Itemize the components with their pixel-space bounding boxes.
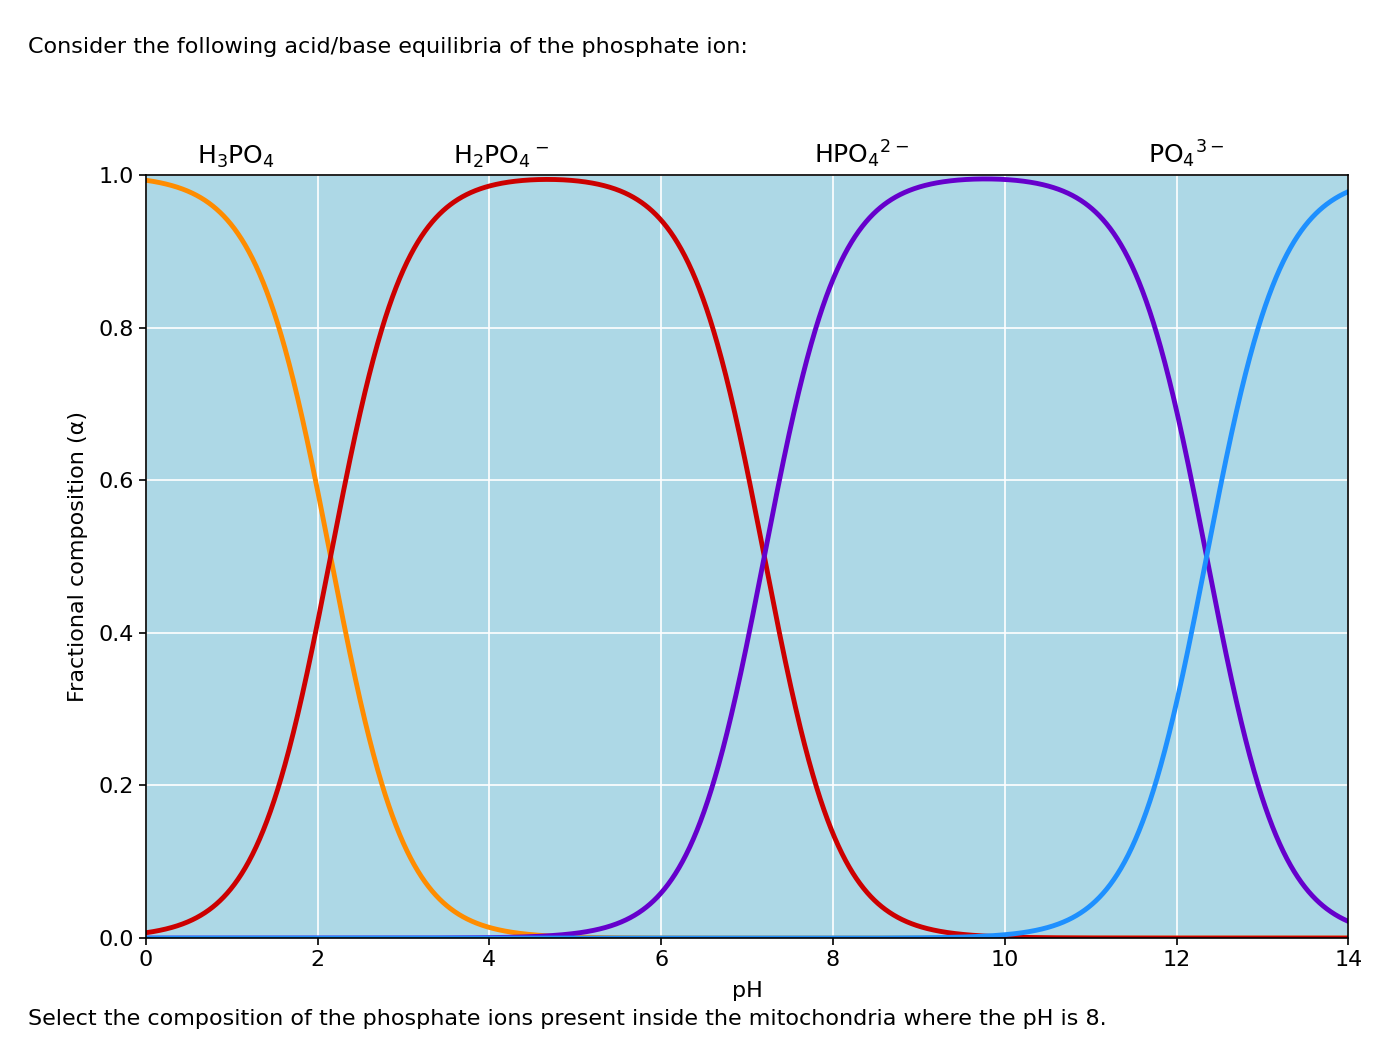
Y-axis label: Fractional composition (α): Fractional composition (α): [68, 411, 88, 702]
Text: Consider the following acid/base equilibria of the phosphate ion:: Consider the following acid/base equilib…: [28, 37, 748, 57]
Text: H$_3$PO$_4$: H$_3$PO$_4$: [197, 143, 275, 170]
Text: HPO$_4$$^{2-}$: HPO$_4$$^{2-}$: [813, 138, 909, 170]
X-axis label: pH: pH: [731, 980, 763, 1001]
Text: H$_2$PO$_4$$^-$: H$_2$PO$_4$$^-$: [453, 143, 549, 170]
Text: Select the composition of the phosphate ions present inside the mitochondria whe: Select the composition of the phosphate …: [28, 1009, 1106, 1029]
Text: PO$_4$$^{3-}$: PO$_4$$^{3-}$: [1148, 138, 1225, 170]
